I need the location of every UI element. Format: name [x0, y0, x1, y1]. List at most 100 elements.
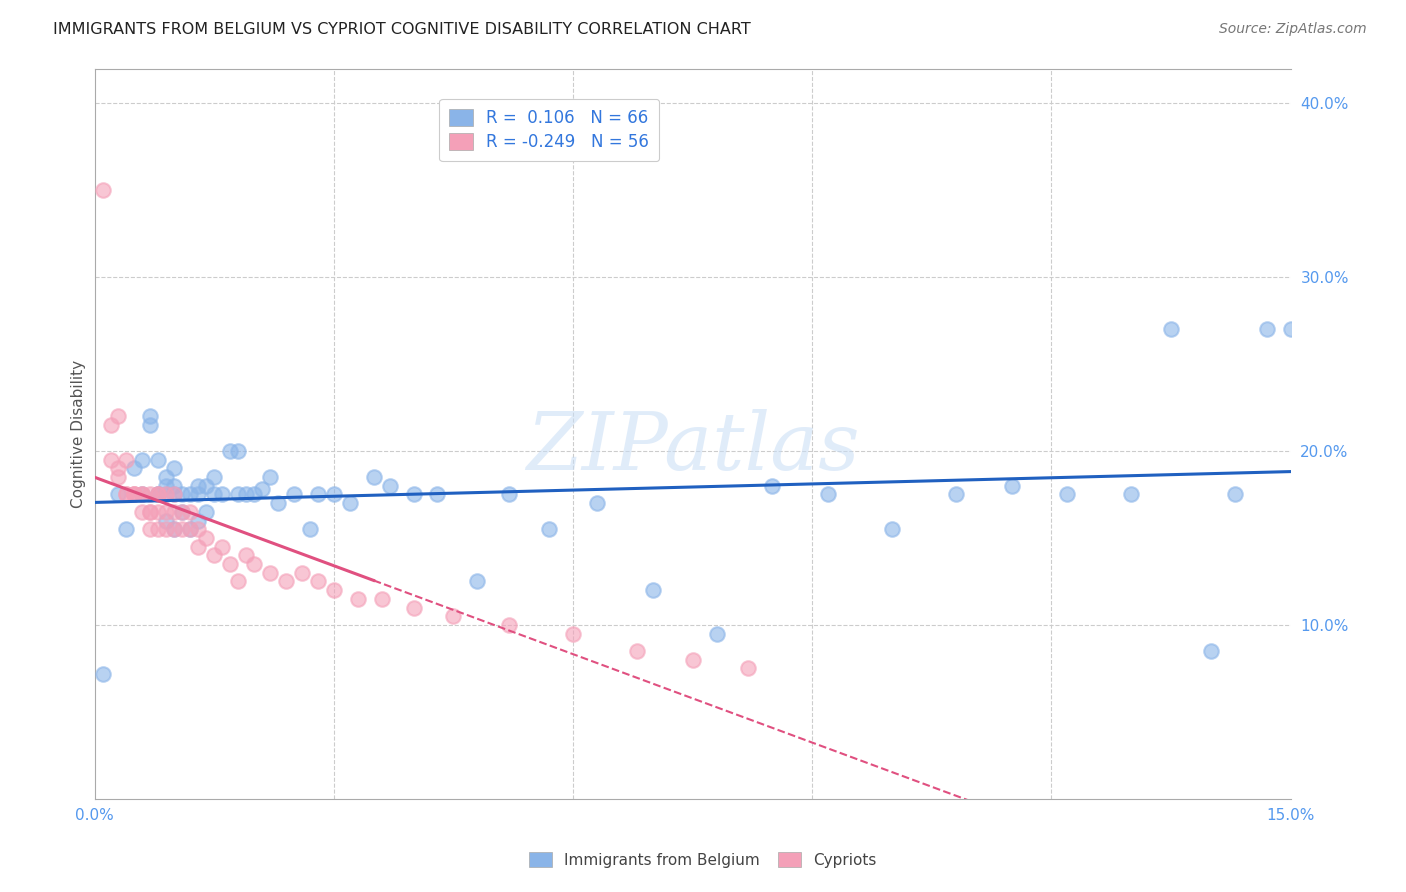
Point — [235, 487, 257, 501]
Point — [155, 487, 177, 501]
Point — [586, 496, 609, 510]
Point — [107, 487, 129, 501]
Point — [172, 522, 194, 536]
Point — [131, 452, 153, 467]
Point — [195, 479, 218, 493]
Point — [1121, 487, 1143, 501]
Point — [155, 470, 177, 484]
Point — [226, 444, 249, 458]
Point — [172, 487, 194, 501]
Point — [339, 496, 361, 510]
Point — [226, 487, 249, 501]
Point — [346, 591, 368, 606]
Point — [426, 487, 449, 501]
Point — [124, 487, 146, 501]
Point — [115, 487, 138, 501]
Point — [202, 470, 225, 484]
Point — [124, 487, 146, 501]
Text: IMMIGRANTS FROM BELGIUM VS CYPRIOT COGNITIVE DISABILITY CORRELATION CHART: IMMIGRANTS FROM BELGIUM VS CYPRIOT COGNI… — [53, 22, 751, 37]
Point — [163, 522, 186, 536]
Point — [148, 487, 170, 501]
Point — [307, 574, 329, 589]
Point — [498, 618, 520, 632]
Point — [163, 487, 186, 501]
Point — [107, 409, 129, 424]
Point — [219, 557, 242, 571]
Point — [402, 600, 425, 615]
Point — [131, 505, 153, 519]
Point — [267, 496, 290, 510]
Point — [163, 522, 186, 536]
Point — [131, 487, 153, 501]
Point — [219, 444, 242, 458]
Point — [139, 417, 162, 432]
Point — [155, 479, 177, 493]
Point — [250, 483, 273, 497]
Point — [148, 505, 170, 519]
Point — [235, 549, 257, 563]
Point — [91, 183, 114, 197]
Point — [148, 487, 170, 501]
Point — [179, 522, 201, 536]
Point — [115, 452, 138, 467]
Point — [139, 487, 162, 501]
Point — [179, 487, 201, 501]
Point — [283, 487, 305, 501]
Point — [322, 487, 344, 501]
Point — [163, 479, 186, 493]
Point — [155, 522, 177, 536]
Point — [1000, 479, 1022, 493]
Point — [1199, 644, 1222, 658]
Point — [172, 505, 194, 519]
Point — [187, 479, 209, 493]
Point — [115, 522, 138, 536]
Point — [641, 583, 664, 598]
Point — [115, 487, 138, 501]
Point — [538, 522, 561, 536]
Point — [243, 487, 266, 501]
Point — [131, 487, 153, 501]
Point — [155, 514, 177, 528]
Point — [363, 470, 385, 484]
Point — [155, 505, 177, 519]
Point — [291, 566, 314, 580]
Point — [737, 661, 759, 675]
Point — [706, 626, 728, 640]
Point — [139, 409, 162, 424]
Point — [682, 653, 704, 667]
Point — [187, 514, 209, 528]
Point — [817, 487, 839, 501]
Point — [163, 505, 186, 519]
Point — [211, 487, 233, 501]
Point — [139, 522, 162, 536]
Point — [1223, 487, 1246, 501]
Point — [179, 522, 201, 536]
Point — [945, 487, 967, 501]
Point — [187, 540, 209, 554]
Point — [498, 487, 520, 501]
Point — [1279, 322, 1302, 336]
Point — [761, 479, 783, 493]
Point — [402, 487, 425, 501]
Point — [148, 487, 170, 501]
Point — [370, 591, 392, 606]
Point — [274, 574, 297, 589]
Point — [139, 505, 162, 519]
Point — [202, 487, 225, 501]
Text: Source: ZipAtlas.com: Source: ZipAtlas.com — [1219, 22, 1367, 37]
Point — [100, 452, 122, 467]
Point — [880, 522, 903, 536]
Point — [187, 522, 209, 536]
Point — [202, 549, 225, 563]
Point — [243, 557, 266, 571]
Legend: Immigrants from Belgium, Cypriots: Immigrants from Belgium, Cypriots — [522, 844, 884, 875]
Point — [148, 522, 170, 536]
Point — [155, 487, 177, 501]
Point — [259, 566, 281, 580]
Point — [163, 487, 186, 501]
Point — [107, 461, 129, 475]
Point — [131, 487, 153, 501]
Point — [187, 487, 209, 501]
Point — [124, 461, 146, 475]
Point — [626, 644, 648, 658]
